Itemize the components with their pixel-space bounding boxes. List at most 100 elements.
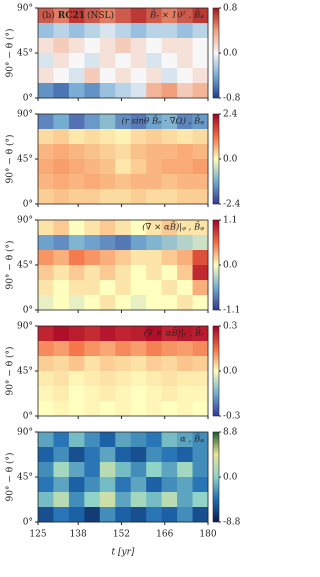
- heatmap-cell: [38, 189, 54, 205]
- heatmap-cell: [99, 8, 116, 24]
- heatmap-cell: [177, 250, 193, 266]
- heatmap-cell: [38, 114, 54, 130]
- figure: 0° 45° 90° 90° − θ (°) (b) RC21 (NSL) B̄ᵣ × 10²…: [5, 4, 241, 558]
- heatmap-cell: [192, 371, 209, 387]
- heatmap-cell: [130, 159, 147, 175]
- heatmap-cell: [130, 356, 147, 372]
- x-tick-label: 125: [29, 530, 46, 540]
- heatmap-cell: [192, 507, 209, 523]
- heatmap-cell: [53, 38, 70, 54]
- heatmap-cell: [115, 477, 132, 493]
- heatmap-cell: [146, 280, 163, 296]
- heatmap-cell: [38, 83, 54, 99]
- heatmap-cell: [84, 189, 101, 205]
- heatmap-cell: [115, 386, 132, 402]
- y-axis-label: 90° − θ (°): [5, 28, 16, 77]
- colorbar: [212, 219, 220, 311]
- heatmap-cell: [192, 8, 209, 24]
- heatmap-cell: [53, 114, 70, 130]
- heatmap-cell: [177, 159, 193, 175]
- heatmap-cell: [130, 492, 147, 508]
- heatmap-cell: [161, 23, 178, 39]
- heatmap-cell: [130, 189, 147, 205]
- heatmap-cell: [192, 356, 209, 372]
- heatmap-cell: [177, 447, 193, 463]
- heatmap-cell: [161, 386, 178, 402]
- y-tick-label: 45°: [17, 473, 33, 483]
- heatmap-cell: [53, 492, 70, 508]
- model-note: (NSL): [87, 10, 114, 21]
- heatmap-cell: [53, 326, 70, 342]
- y-axis-label: 90° − θ (°): [5, 240, 16, 289]
- heatmap-cell: [38, 144, 54, 160]
- heatmap-cell: [53, 174, 70, 190]
- heatmap-cell: [130, 129, 147, 145]
- heatmap-cell: [146, 174, 163, 190]
- heatmap-cell: [161, 38, 178, 54]
- heatmap-cell: [53, 235, 70, 251]
- heatmap-cell: [161, 174, 178, 190]
- heatmap-cell: [130, 174, 147, 190]
- heatmap-cell: [99, 174, 116, 190]
- heatmap-cell: [192, 280, 209, 296]
- heatmap-cell: [53, 356, 70, 372]
- heatmap-cell: [99, 462, 116, 478]
- heatmap-cell: [68, 129, 85, 145]
- heatmap-cell: [192, 447, 209, 463]
- heatmap-cell: [192, 68, 209, 84]
- heatmap-cell: [84, 129, 101, 145]
- heatmap-cell: [115, 462, 132, 478]
- heatmap-cell: [68, 8, 85, 24]
- heatmap-cell: [38, 492, 54, 508]
- heatmap-cell: [177, 23, 193, 39]
- annotation: (∇ × αB̄)|ᵩ , B̄ᵩ: [142, 221, 204, 233]
- heatmap-cell: [146, 114, 163, 130]
- heatmap-cell: [38, 265, 54, 281]
- colorbar: [212, 7, 220, 99]
- heatmap-cell: [99, 326, 116, 342]
- heatmap-cell: [99, 507, 116, 523]
- heatmap-cell: [177, 8, 193, 24]
- heatmap-cell: [38, 53, 54, 69]
- heatmap-cell: [130, 507, 147, 523]
- heatmap-cell: [161, 8, 178, 24]
- heatmap-cell: [115, 341, 132, 357]
- heatmap-cell: [130, 265, 147, 281]
- y-axis-label: 90° − θ (°): [5, 346, 16, 395]
- heatmap-cell: [38, 8, 54, 24]
- panel-title: (b) RC21 (NSL): [42, 10, 114, 21]
- heatmap-cell: [161, 220, 178, 236]
- heatmap-cell: [161, 477, 178, 493]
- colorbar-tick-label: 0.0: [223, 367, 238, 377]
- heatmap-cell: [68, 114, 85, 130]
- colorbar-tick-label: 0.8: [223, 4, 238, 14]
- heatmap-cell: [68, 280, 85, 296]
- heatmap-cell: [38, 356, 54, 372]
- heatmap-cell: [84, 38, 101, 54]
- heatmap-cell: [146, 326, 163, 342]
- heatmap-cell: [99, 432, 116, 448]
- heatmap-cell: [99, 129, 116, 145]
- heatmap-cell: [84, 174, 101, 190]
- heatmap-cell: [38, 326, 54, 342]
- heatmap-cell: [99, 38, 116, 54]
- heatmap-cell: [68, 401, 85, 417]
- heatmap-cell: [99, 114, 116, 130]
- heatmap-cell: [192, 23, 209, 39]
- colorbar-tick-label: 0.3: [223, 322, 238, 332]
- heatmap-cell: [192, 129, 209, 145]
- y-tick-label: 0°: [23, 518, 33, 528]
- heatmap-cell: [38, 432, 54, 448]
- heatmap-cell: [84, 220, 101, 236]
- heatmap-cell: [192, 174, 209, 190]
- heatmap-cell: [38, 386, 54, 402]
- heatmap-cell: [38, 295, 54, 311]
- model-name: RC21: [58, 11, 85, 21]
- heatmap-cell: [84, 492, 101, 508]
- heatmap-cell: [84, 341, 101, 357]
- heatmap-cell: [68, 492, 85, 508]
- heatmap-cell: [161, 129, 178, 145]
- heatmap-cell: [130, 447, 147, 463]
- heatmap-cell: [53, 250, 70, 266]
- heatmap-cell: [130, 386, 147, 402]
